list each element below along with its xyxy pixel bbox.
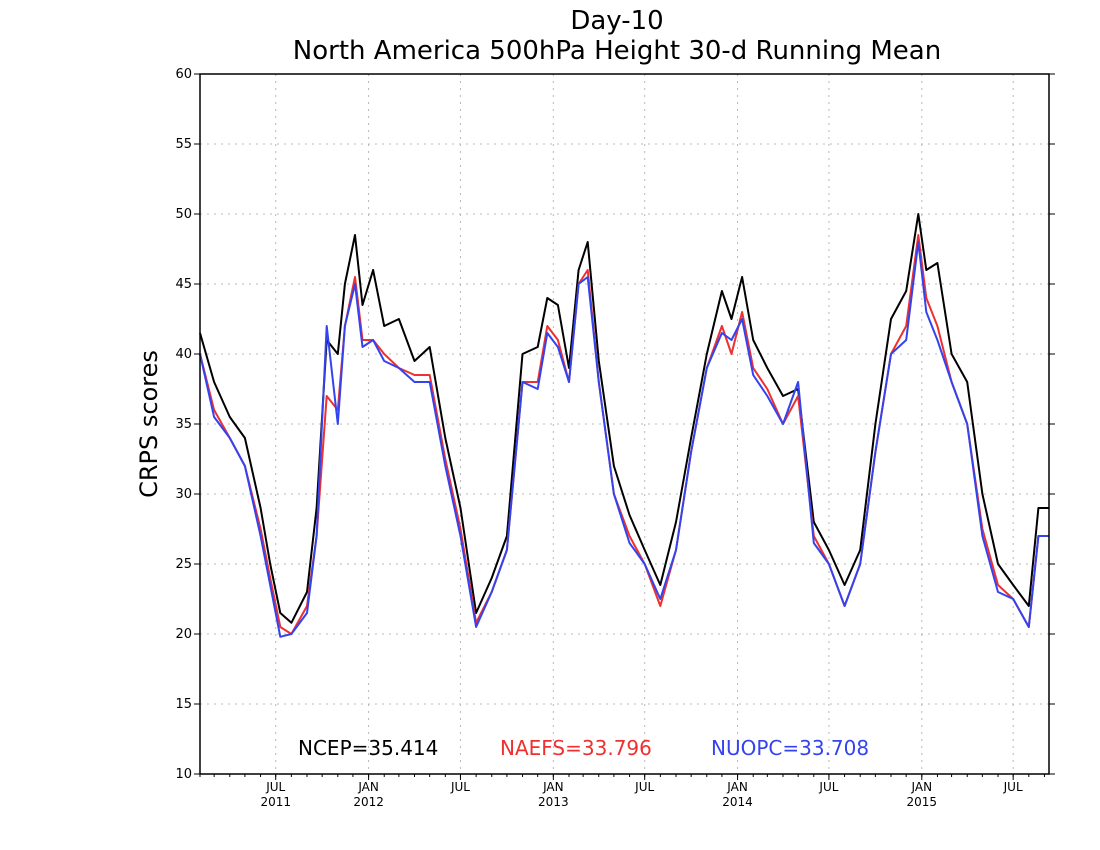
chart-subtitle: North America 500hPa Height 30-d Running… bbox=[293, 36, 941, 66]
y-tick-label: 15 bbox=[175, 697, 192, 712]
y-tick-label: 25 bbox=[175, 557, 192, 572]
x-tick-label: JUL bbox=[1003, 780, 1023, 794]
x-tick-label: JUL bbox=[450, 780, 470, 794]
x-tick-label: JUL bbox=[265, 780, 285, 794]
chart-title: Day-10 bbox=[570, 6, 663, 36]
y-tick-label: 60 bbox=[175, 67, 192, 82]
legend-ncep: NCEP=35.414 bbox=[298, 736, 438, 760]
x-tick-label: JAN bbox=[357, 780, 379, 794]
y-axis-ticks: 10 15 20 25 30 35 40 45 50 55 60 bbox=[175, 67, 1055, 782]
x-tick-year: 2012 bbox=[353, 795, 384, 809]
x-tick-year: 2014 bbox=[722, 795, 753, 809]
x-tick-label: JAN bbox=[542, 780, 564, 794]
x-tick-label: JUL bbox=[634, 780, 654, 794]
y-tick-label: 50 bbox=[175, 207, 192, 222]
y-tick-label: 55 bbox=[175, 137, 192, 152]
x-tick-year: 2015 bbox=[907, 795, 938, 809]
series-lines bbox=[199, 213, 1049, 638]
series-line-nuopc bbox=[199, 241, 1049, 638]
x-tick-label: JAN bbox=[911, 780, 933, 794]
x-tick-year: 2013 bbox=[538, 795, 569, 809]
legend-naefs: NAEFS=33.796 bbox=[500, 736, 652, 760]
y-tick-label: 20 bbox=[175, 627, 192, 642]
y-tick-label: 40 bbox=[175, 347, 192, 362]
series-line-ncep bbox=[199, 213, 1049, 624]
series-line-naefs bbox=[199, 234, 1049, 635]
y-tick-label: 10 bbox=[175, 767, 192, 782]
x-tick-year: 2011 bbox=[260, 795, 291, 809]
x-tick-label: JUL bbox=[818, 780, 838, 794]
y-tick-label: 30 bbox=[175, 487, 192, 502]
grid bbox=[200, 74, 1049, 774]
x-tick-label: JAN bbox=[726, 780, 748, 794]
y-axis-label: CRPS scores bbox=[135, 350, 163, 498]
y-tick-label: 35 bbox=[175, 417, 192, 432]
legend-nuopc: NUOPC=33.708 bbox=[711, 736, 869, 760]
y-tick-label: 45 bbox=[175, 277, 192, 292]
